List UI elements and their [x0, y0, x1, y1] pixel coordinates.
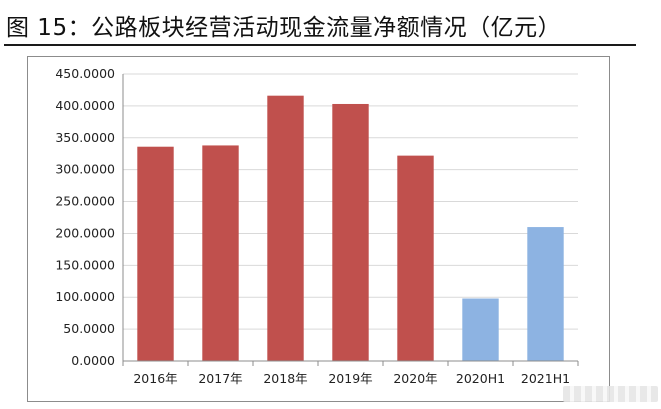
x-tick-label: 2019年 — [328, 371, 372, 386]
x-tick-labels: 2016年 2017年 2018年 2019年 2020年 2020H1 2021H1 — [133, 371, 570, 386]
y-tick-label: 250.0000 — [55, 194, 115, 209]
x-tick-label: 2021H1 — [521, 371, 570, 386]
bar — [397, 155, 434, 361]
y-tick-label: 50.0000 — [63, 321, 115, 336]
bar — [462, 298, 499, 361]
y-tick-label: 300.0000 — [55, 162, 115, 177]
y-tick-label: 350.0000 — [55, 130, 115, 145]
bar — [267, 95, 304, 361]
y-tick-label: 400.0000 — [55, 98, 115, 113]
bar — [332, 103, 369, 361]
y-tick-labels: 0.0000 50.0000 100.0000 150.0000 200.0000 250… — [55, 66, 115, 368]
y-tick-label: 450.0000 — [55, 66, 115, 81]
x-tick-label: 2017年 — [198, 371, 242, 386]
chart-frame: 0.0000 50.0000 100.0000 150.0000 200.0000 250… — [27, 56, 610, 402]
y-tick-label: 150.0000 — [55, 257, 115, 272]
watermark — [563, 386, 658, 402]
figure-title: 图 15：公路板块经营活动现金流量净额情况（亿元） — [6, 15, 562, 41]
x-tick-label: 2020H1 — [456, 371, 505, 386]
axes — [122, 74, 579, 366]
y-tick-label: 0.0000 — [71, 353, 115, 368]
bar — [137, 146, 174, 361]
bar — [202, 145, 239, 361]
title-underline — [4, 44, 636, 46]
x-tick-label: 2016年 — [133, 371, 177, 386]
x-tick-label: 2018年 — [263, 371, 307, 386]
bars — [137, 95, 564, 361]
y-tick-label: 200.0000 — [55, 225, 115, 240]
y-tick-label: 100.0000 — [55, 289, 115, 304]
bar — [527, 227, 564, 361]
x-tick-label: 2020年 — [393, 371, 437, 386]
bar-chart: 0.0000 50.0000 100.0000 150.0000 200.0000 250… — [55, 66, 579, 386]
